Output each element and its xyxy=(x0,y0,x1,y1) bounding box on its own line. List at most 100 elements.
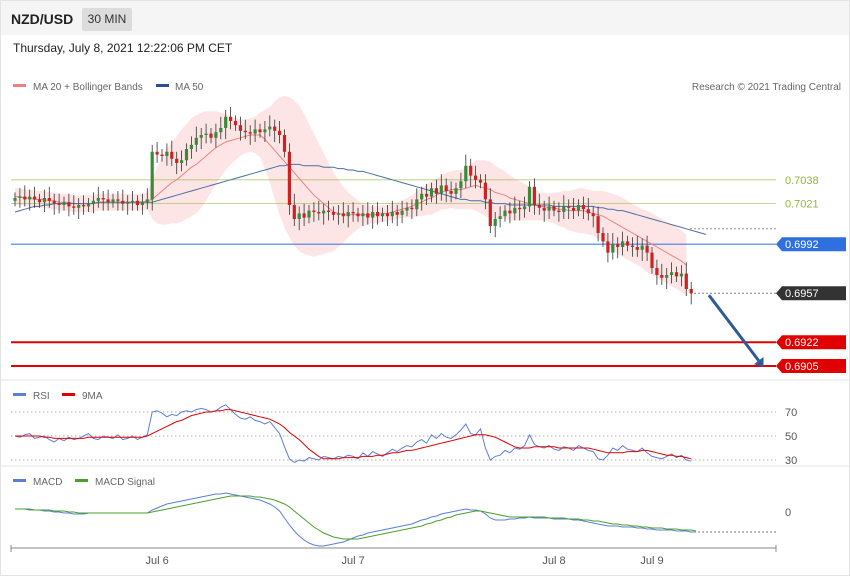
ma50-legend-label: MA 50 xyxy=(175,82,204,93)
candle-body xyxy=(552,206,556,211)
candle-body xyxy=(532,186,536,205)
candle-body xyxy=(581,205,585,210)
candle-body xyxy=(665,275,669,278)
candle-body xyxy=(253,129,257,134)
candle xyxy=(356,207,360,222)
ma50-line xyxy=(14,163,707,235)
candle-body xyxy=(307,210,311,218)
candle-body xyxy=(346,212,350,217)
candle xyxy=(523,196,527,218)
candle xyxy=(572,198,576,219)
candle-body xyxy=(219,128,223,133)
candle-body xyxy=(670,272,674,275)
candle xyxy=(518,200,522,221)
candle xyxy=(135,195,140,211)
candle xyxy=(655,259,659,285)
candle-body xyxy=(537,205,541,208)
candle-body xyxy=(145,199,149,203)
candle-body xyxy=(650,252,654,268)
resistance-label-0.7021: 0.7021 xyxy=(785,199,819,211)
candle xyxy=(586,198,590,221)
candle-body xyxy=(410,207,414,210)
candle-body xyxy=(62,202,66,205)
candle xyxy=(18,188,22,208)
rsi-legend-label: RSI xyxy=(33,391,50,402)
candle-body xyxy=(199,135,203,138)
candle-body xyxy=(126,202,130,204)
ma20-legend-swatch xyxy=(13,84,26,87)
candle-body xyxy=(508,210,512,214)
bollinger-band-area xyxy=(15,95,687,296)
candle-body xyxy=(591,213,595,217)
macd-line xyxy=(15,492,697,547)
candle xyxy=(175,151,179,175)
candle-body xyxy=(454,188,458,194)
candle-body xyxy=(42,198,46,203)
candle-body xyxy=(523,206,527,210)
pivot-label-box-0.6992 xyxy=(776,237,846,252)
candle xyxy=(184,143,189,166)
candle-body xyxy=(478,179,483,183)
candle-body xyxy=(625,241,630,246)
candle-body xyxy=(376,212,380,217)
candle-body xyxy=(263,129,267,133)
candle xyxy=(420,186,424,211)
candle xyxy=(527,181,532,212)
candle-body xyxy=(488,199,492,226)
candle xyxy=(444,178,448,203)
candle xyxy=(576,199,581,217)
candle-body xyxy=(287,151,291,205)
macd-signal-line xyxy=(15,495,697,540)
candle-body xyxy=(111,199,115,203)
candle-body xyxy=(233,121,238,126)
candle-body xyxy=(86,203,91,207)
candle xyxy=(537,193,541,215)
candle xyxy=(111,193,115,208)
candle-body xyxy=(596,216,600,233)
rsi-ma-legend-swatch xyxy=(62,393,75,396)
candle xyxy=(331,206,336,221)
candle xyxy=(219,116,223,140)
candle xyxy=(459,172,463,198)
candle-body xyxy=(464,165,468,182)
candle xyxy=(47,186,51,208)
candle xyxy=(630,237,634,257)
candle xyxy=(601,227,605,247)
candle xyxy=(312,202,316,222)
candle xyxy=(621,231,625,256)
candle-body xyxy=(106,199,110,203)
candle xyxy=(101,191,105,211)
candle-body xyxy=(621,241,625,247)
candle xyxy=(268,115,272,137)
candle xyxy=(224,109,228,140)
candle-body xyxy=(82,205,86,207)
candle-body xyxy=(586,209,590,214)
support-label-0.6905: 0.6905 xyxy=(785,361,819,373)
macd-signal-legend-label: MACD Signal xyxy=(95,477,155,488)
candle xyxy=(513,196,517,221)
support-label-box-0.6905 xyxy=(776,359,846,373)
candle xyxy=(567,199,571,219)
candle xyxy=(116,191,120,211)
ma20-legend-label: MA 20 + Bollinger Bands xyxy=(33,82,143,93)
candle xyxy=(229,107,233,130)
candle xyxy=(581,196,585,219)
candle xyxy=(478,174,483,189)
candle xyxy=(635,235,639,257)
candle xyxy=(160,149,164,162)
candle xyxy=(131,191,135,211)
candle-body xyxy=(527,186,532,207)
candle xyxy=(464,154,468,189)
candle-body xyxy=(194,137,198,145)
candle xyxy=(616,237,620,259)
candle xyxy=(155,142,159,163)
candle-body xyxy=(28,196,32,200)
candle xyxy=(189,136,193,159)
candle xyxy=(57,193,61,214)
candle-body xyxy=(660,275,664,278)
timeframe-badge[interactable]: 30 MIN xyxy=(82,8,132,31)
candle-body xyxy=(248,132,252,134)
candle-body xyxy=(91,200,95,204)
candle xyxy=(474,165,478,189)
candle-body xyxy=(444,185,448,191)
